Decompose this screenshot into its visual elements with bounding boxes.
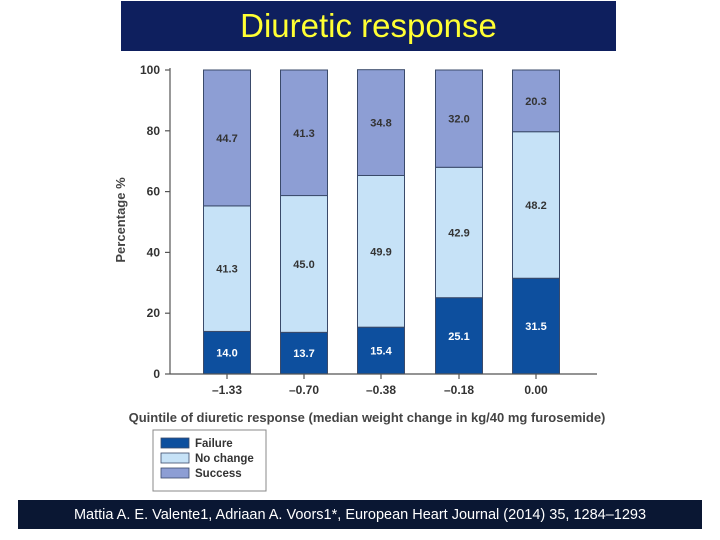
data-label-failure: 13.7 (293, 348, 314, 360)
data-label-failure: 31.5 (525, 321, 546, 333)
bar-segment-success (435, 69, 483, 168)
y-tick-label: 20 (147, 306, 161, 320)
data-label-success: 44.7 (216, 133, 237, 145)
data-label-no-change: 42.9 (448, 227, 469, 239)
data-label-failure: 14.0 (216, 348, 237, 360)
legend-swatch-no-change (160, 452, 190, 464)
x-tick-label: –0.18 (444, 383, 474, 397)
bar-segment-no-change (280, 195, 328, 333)
legend-label-failure: Failure (195, 438, 233, 450)
bar-segment-no-change (435, 166, 483, 299)
data-label-no-change: 49.9 (370, 246, 391, 258)
bar-segment-no-change (357, 174, 405, 328)
citation-text: Mattia A. E. Valente1, Adriaan A. Voors1… (73, 506, 647, 523)
legend-label-no-change: No change (195, 453, 254, 465)
bar-segment-failure (435, 297, 483, 375)
bar-segment-success (357, 69, 405, 176)
y-tick-label: 100 (140, 63, 160, 77)
bar-segment-failure (512, 277, 560, 375)
x-axis-title: Quintile of diuretic response (median we… (129, 410, 606, 425)
y-tick-label: 80 (147, 124, 161, 138)
y-tick-label: 0 (153, 367, 160, 381)
data-label-success: 20.3 (525, 96, 546, 108)
x-tick-label: –0.38 (366, 383, 396, 397)
citation-bar: Mattia A. E. Valente1, Adriaan A. Voors1… (18, 500, 702, 529)
data-label-no-change: 45.0 (293, 259, 314, 271)
y-tick-label: 60 (147, 185, 161, 199)
data-label-failure: 25.1 (448, 331, 469, 343)
legend-swatch-success (160, 467, 190, 479)
bar-segment-success (512, 69, 560, 133)
legend-swatch-failure (160, 437, 190, 449)
y-axis-title: Percentage % (113, 177, 128, 263)
slide-title-bar: Diuretic response (121, 1, 616, 51)
data-label-success: 41.3 (293, 128, 314, 140)
bar-segment-failure (357, 326, 405, 375)
bar-segment-success (280, 69, 328, 197)
data-label-success: 32.0 (448, 114, 469, 126)
legend-label-success: Success (195, 468, 242, 480)
data-label-no-change: 41.3 (216, 264, 237, 276)
bar-segment-no-change (512, 131, 560, 279)
y-tick-label: 40 (147, 245, 161, 259)
x-tick-label: 0.00 (524, 383, 548, 397)
bar-segment-no-change (203, 205, 251, 332)
x-tick-label: –0.70 (289, 383, 319, 397)
data-label-failure: 15.4 (370, 346, 392, 358)
data-label-success: 34.8 (370, 118, 391, 130)
data-label-no-change: 48.2 (525, 200, 546, 212)
x-tick-label: –1.33 (212, 383, 242, 397)
bar-segment-success (203, 69, 251, 207)
slide-title: Diuretic response (240, 7, 497, 44)
